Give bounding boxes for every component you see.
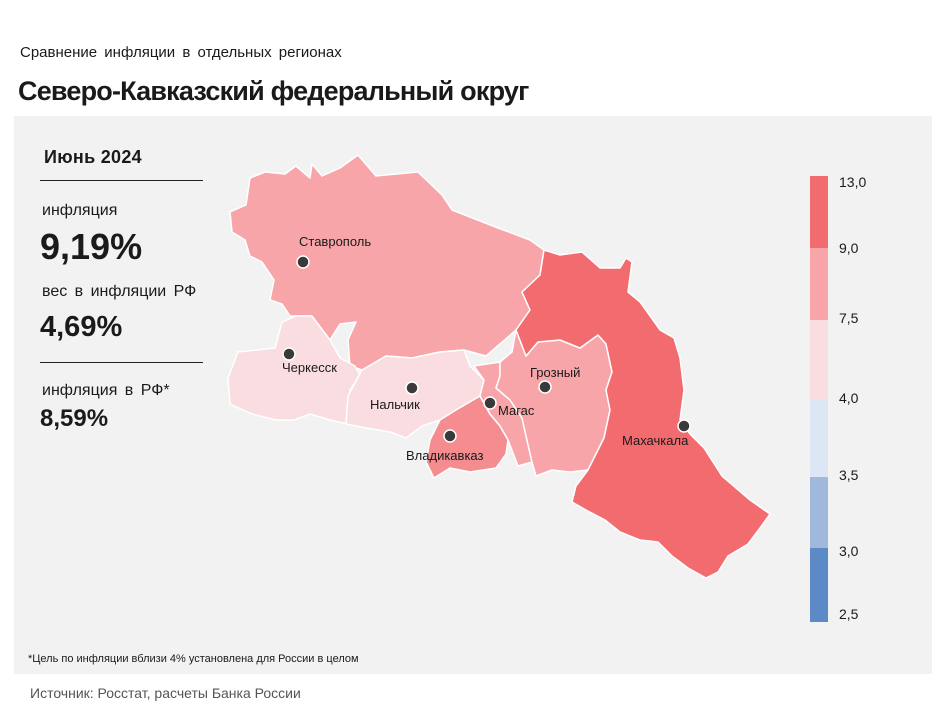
region-dagestan [515, 249, 771, 579]
legend-swatch [810, 176, 828, 248]
rf-inflation-value: 8,59% [40, 405, 109, 432]
rf-inflation-label: инфляция в РФ* [42, 382, 170, 399]
legend-swatch [810, 320, 828, 399]
chart-title: Северо-Кавказский федеральный округ [18, 76, 529, 106]
inflation-label: инфляция [42, 202, 118, 219]
chart-subtitle: Сравнение инфляции в отдельных регионах [20, 44, 342, 61]
legend-label: 3,5 [839, 467, 859, 483]
city-dot [296, 255, 310, 269]
city-label: Черкесск [282, 360, 337, 375]
region-kchr [227, 315, 361, 425]
legend-swatch [810, 477, 828, 548]
city-dot [538, 380, 552, 394]
city-dot [282, 347, 296, 361]
legend-label: 4,0 [839, 390, 859, 406]
city-label: Владикавказ [406, 448, 484, 463]
city-label: Нальчик [370, 397, 420, 412]
inflation-value: 9,19% [40, 226, 143, 267]
city-label: Грозный [530, 365, 580, 380]
legend-label: 7,5 [839, 310, 859, 326]
divider-bottom [40, 362, 203, 363]
city-label: Магас [498, 403, 535, 418]
weight-label: вес в инфляции РФ [42, 283, 197, 300]
city-dot [677, 419, 691, 433]
city-dot [483, 396, 497, 410]
footnote: *Цель по инфляции вблизи 4% установлена … [28, 653, 359, 665]
city-label: Ставрополь [299, 234, 371, 249]
legend-swatch [810, 248, 828, 320]
legend-label: 2,5 [839, 606, 859, 622]
legend-swatch [810, 548, 828, 622]
weight-value: 4,69% [40, 311, 123, 343]
legend-label: 3,0 [839, 543, 859, 559]
legend-label: 9,0 [839, 240, 859, 256]
city-dot [405, 381, 419, 395]
source-note: Источник: Росстат, расчеты Банка России [30, 685, 301, 701]
city-label: Махачкала [622, 433, 689, 448]
city-dot [443, 429, 457, 443]
city-markers: Ставрополь Черкесск Нальчик Владикавказ Мага… [282, 234, 691, 463]
legend-swatch [810, 399, 828, 477]
period-label: Июнь 2024 [44, 147, 142, 167]
divider-top [40, 180, 203, 181]
legend: 13,0 9,0 7,5 4,0 3,5 3,0 2,5 [810, 174, 866, 622]
legend-label: 13,0 [839, 174, 866, 190]
